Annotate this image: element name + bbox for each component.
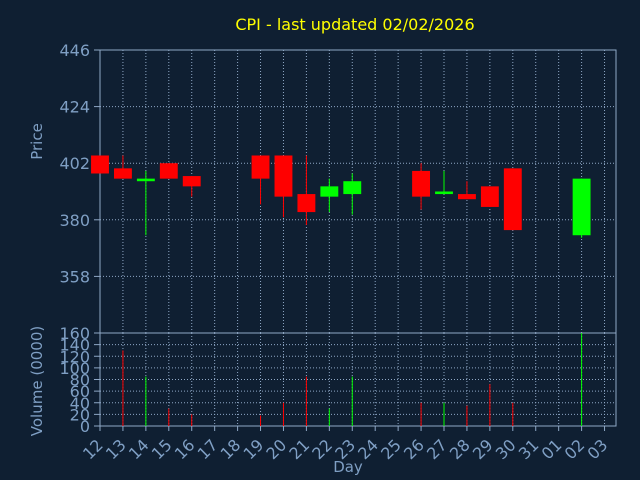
price-tick-label: 424 xyxy=(59,98,90,117)
candle-body xyxy=(480,186,499,207)
candle-body xyxy=(251,155,270,179)
volume-tick-label: 160 xyxy=(59,324,90,343)
volume-tick-label: 120 xyxy=(59,347,90,366)
candle-body xyxy=(182,176,201,187)
candle-body xyxy=(297,194,316,213)
x-axis-label: Day xyxy=(333,458,363,476)
price-axis-label: Price xyxy=(28,123,46,160)
price-tick-label: 446 xyxy=(59,41,90,60)
volume-tick-label: 0 xyxy=(80,417,90,436)
candle-body xyxy=(457,194,476,200)
volume-tick-label: 20 xyxy=(70,405,90,424)
chart-title: CPI - last updated 02/02/2026 xyxy=(235,15,474,34)
candle-body xyxy=(91,155,109,174)
volume-tick-label: 60 xyxy=(70,382,90,401)
volume-tick-label: 100 xyxy=(59,359,90,378)
candle-body xyxy=(159,163,178,179)
candle-body xyxy=(343,181,362,195)
price-panel: 446 424 402 380 358 Price xyxy=(28,41,617,334)
volume-tick-label: 80 xyxy=(70,371,90,390)
price-tick-label: 380 xyxy=(59,211,90,230)
candle-body xyxy=(274,155,293,197)
volume-plot-frame xyxy=(99,332,617,427)
volume-tick-label: 40 xyxy=(70,394,90,413)
candle-body xyxy=(435,191,453,195)
price-tick-label: 402 xyxy=(59,154,90,173)
candle-body xyxy=(412,170,431,197)
candle-body xyxy=(572,178,591,236)
price-tick-label: 358 xyxy=(59,267,90,286)
candle-body xyxy=(136,178,155,182)
volume-tick-label: 140 xyxy=(59,336,90,355)
candle-body xyxy=(113,168,132,179)
volume-axis-label: Volume (0000) xyxy=(28,326,46,436)
candle-body xyxy=(320,186,339,197)
candle-body xyxy=(503,168,522,231)
